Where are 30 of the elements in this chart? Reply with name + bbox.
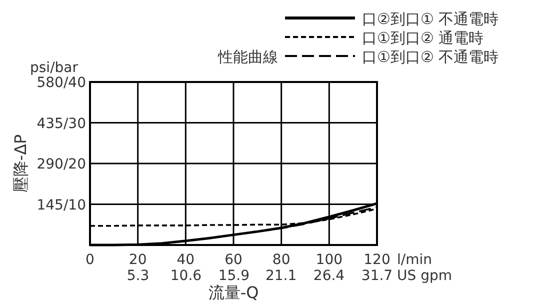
y-tick-label: 30 (68, 116, 86, 132)
y-tick-label: 40 (68, 75, 86, 91)
x2-tick-label: 31.7 (361, 268, 393, 284)
x-tick-label: 0 (86, 252, 94, 268)
text: l/min (397, 252, 432, 268)
x-tick-label: 20 (128, 252, 147, 268)
x-tick-label: 60 (224, 252, 242, 268)
y-tick-label: 10 (68, 197, 86, 214)
x-tick-label: 40 (176, 252, 195, 268)
x2-tick-label: 5.3 (126, 268, 150, 284)
y-tick-label: 20 (68, 156, 86, 172)
text: US gpm (397, 268, 452, 284)
x-tick-label: 120 (364, 252, 390, 268)
x-tick-label: 80 (272, 252, 290, 268)
text: psi/bar (30, 60, 78, 76)
y2-tick-label: 290/ (36, 156, 68, 172)
x2-tick-label: 15.9 (218, 268, 250, 284)
legend-label: 口①到口② 不通電時 (362, 48, 499, 66)
legend-title: 性能曲線 (217, 48, 278, 66)
legend-label: 口②到口① 不通電時 (362, 10, 499, 28)
x2-tick-label: 21.1 (265, 268, 297, 284)
legend-label: 口①到口② 通電時 (362, 29, 484, 47)
y2-tick-label: 145/ (36, 197, 68, 214)
y2-tick-label: 435/ (36, 116, 68, 132)
y2-tick-label: 580/ (36, 75, 68, 91)
x-axis-title: 流量-Q (208, 283, 259, 302)
y2-axis-title: 壓降-ΔP (11, 134, 30, 193)
x2-tick-label: 26.4 (313, 268, 345, 284)
x2-tick-label: 10.6 (170, 268, 202, 284)
x-tick-label: 100 (316, 252, 343, 268)
